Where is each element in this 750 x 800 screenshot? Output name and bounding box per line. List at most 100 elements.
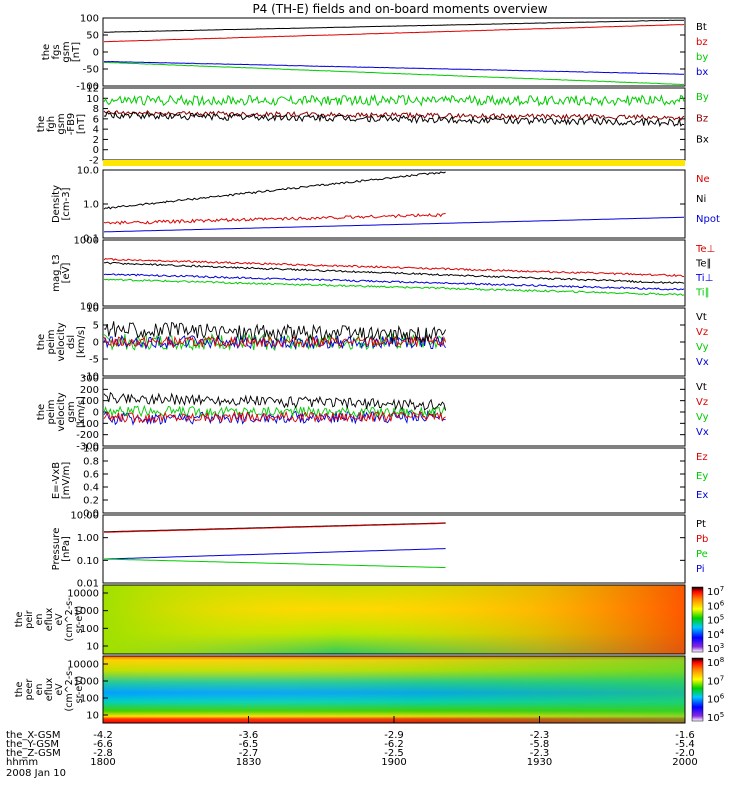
legend-Ti⊥: Ti⊥ [695,273,713,284]
legend-Pt: Pt [696,519,706,530]
y-tick-label: 10000 [67,660,99,671]
series-Te∥ [103,261,685,285]
legend-Ne: Ne [696,174,710,185]
y-label-line: peir [24,610,35,629]
y-label-line: the [36,334,47,350]
y-tick-label: 1000 [74,606,99,617]
x-tick-label: 1800 [90,757,115,768]
x-tick-label: 2000 [672,757,697,768]
y-tick-label: 0.2 [83,496,99,507]
series-Bx [103,111,685,128]
legend-Vt: Vt [696,312,707,323]
y-label-line: [nPa] [61,536,72,562]
series-Vz [103,410,446,424]
y-tick-label: 10 [86,711,99,722]
y-axis-label: the peir en eflux eV (cm^2-s-sr-eV) [14,598,85,642]
y-tick-label: -200 [76,430,99,441]
colorbar [691,657,704,722]
y-label-line: en [34,684,45,696]
y-tick-label: 0.01 [77,579,99,590]
series-Ni [103,171,446,210]
y-label-line: eV [54,683,65,696]
y-label-line: sr-eV) [74,606,85,634]
legend-Te⊥: Te⊥ [695,244,715,255]
panel-frame [102,239,686,307]
series-Npot [103,216,684,233]
legend-bz: bz [696,37,708,48]
orbit-row-value: -2.8 [93,748,113,759]
y-tick-label: 0 [93,145,99,156]
legend-Pi: Pi [696,564,705,575]
panel-frame [102,169,686,239]
y-label-line: -FB9 [66,113,77,136]
series-Vt [103,321,447,344]
colorbar-tick-label: 107 [707,585,724,598]
orbit-row-value: -2.9 [384,730,404,741]
legend-By: By [696,92,709,103]
legend-Vt: Vt [696,382,707,393]
y-tick-label: 0.8 [83,457,99,468]
panel-frame [102,17,686,87]
series-Vx [103,334,446,350]
y-tick-label: 50 [86,31,99,42]
series-By [103,93,685,107]
series-bx [104,60,684,75]
y-tick-label: -100 [76,82,99,93]
legend-Vy: Vy [696,342,709,353]
y-label-line: the [36,404,47,420]
orbit-row-value: -4.2 [93,730,113,741]
colorbar-tick-label: 104 [707,628,725,641]
orbit-row-value: -2.3 [530,730,550,741]
panel-frame [102,514,686,584]
x-axis-annotation: the_X-GSM -4.2 -3.6 -2.9 -2.3 -1.6 the_Y-GSM -6… [6,716,698,768]
y-tick-label: 8 [93,104,99,115]
y-axis-label: mag_t3 [eV] [51,254,72,292]
orbit-row-value: -6.5 [239,739,259,750]
y-label-line: gsm [61,41,72,62]
y-label-line: dsl [66,335,77,349]
colorbar-tick-label: 106 [707,693,725,706]
series-Vz [103,335,447,349]
y-tick-label: 10 [86,304,99,315]
y-tick-label: 1.0 [83,200,99,211]
orbit-row-value: -3.6 [239,730,259,741]
orbit-row-value: -1.6 [675,730,695,741]
legend-Vz: Vz [696,397,708,408]
series-Vt [103,391,447,412]
y-tick-label: 12 [86,84,99,95]
y-tick-label: 0.4 [83,483,99,494]
date-label: 2008 Jan 10 [6,768,66,779]
series-Ti⊥ [103,273,685,291]
y-tick-label: 10 [86,94,99,105]
y-tick-label: 100 [80,302,99,313]
y-label-line: the [14,682,25,698]
orbit-row-label: the_Z-GSM [6,748,61,759]
y-tick-label: 100 [80,14,99,25]
panel-temp: 1000 100 mag_t3 [eV] Te⊥ Te∥ Ti⊥ Ti∥ [51,236,715,313]
panel-pressure: 10.00 1.00 0.10 0.01 Pressure [nPa] Pt Pb Pe Pi [51,511,708,590]
y-label-line: peim [46,329,57,354]
series-Pi [103,548,446,560]
y-label-line: [nT] [71,42,82,62]
orbit-row-label: hhmm [6,757,38,768]
series-Vx [103,409,446,426]
y-tick-label: 1000 [74,236,99,247]
orbit-row-value: -2.3 [530,748,550,759]
y-tick-label: 4 [93,125,99,136]
series-Te⊥ [103,258,685,277]
legend-by: by [696,52,708,63]
y-tick-label: -5 [89,355,99,366]
panel-exb: 1.0 0.8 0.6 0.4 0.2 0.0 E=-VxB [mV/m] Ez Ey Ex [51,444,708,520]
x-tick-label: 1900 [381,757,406,768]
y-tick-label: 1.00 [77,533,99,544]
y-label-line: the [14,612,25,628]
colorbar-tick-label: 105 [707,711,724,724]
y-label-line: E=-VxB [51,462,62,499]
orbit-row-label: the_X-GSM [6,730,60,741]
panel-frame [102,307,686,377]
